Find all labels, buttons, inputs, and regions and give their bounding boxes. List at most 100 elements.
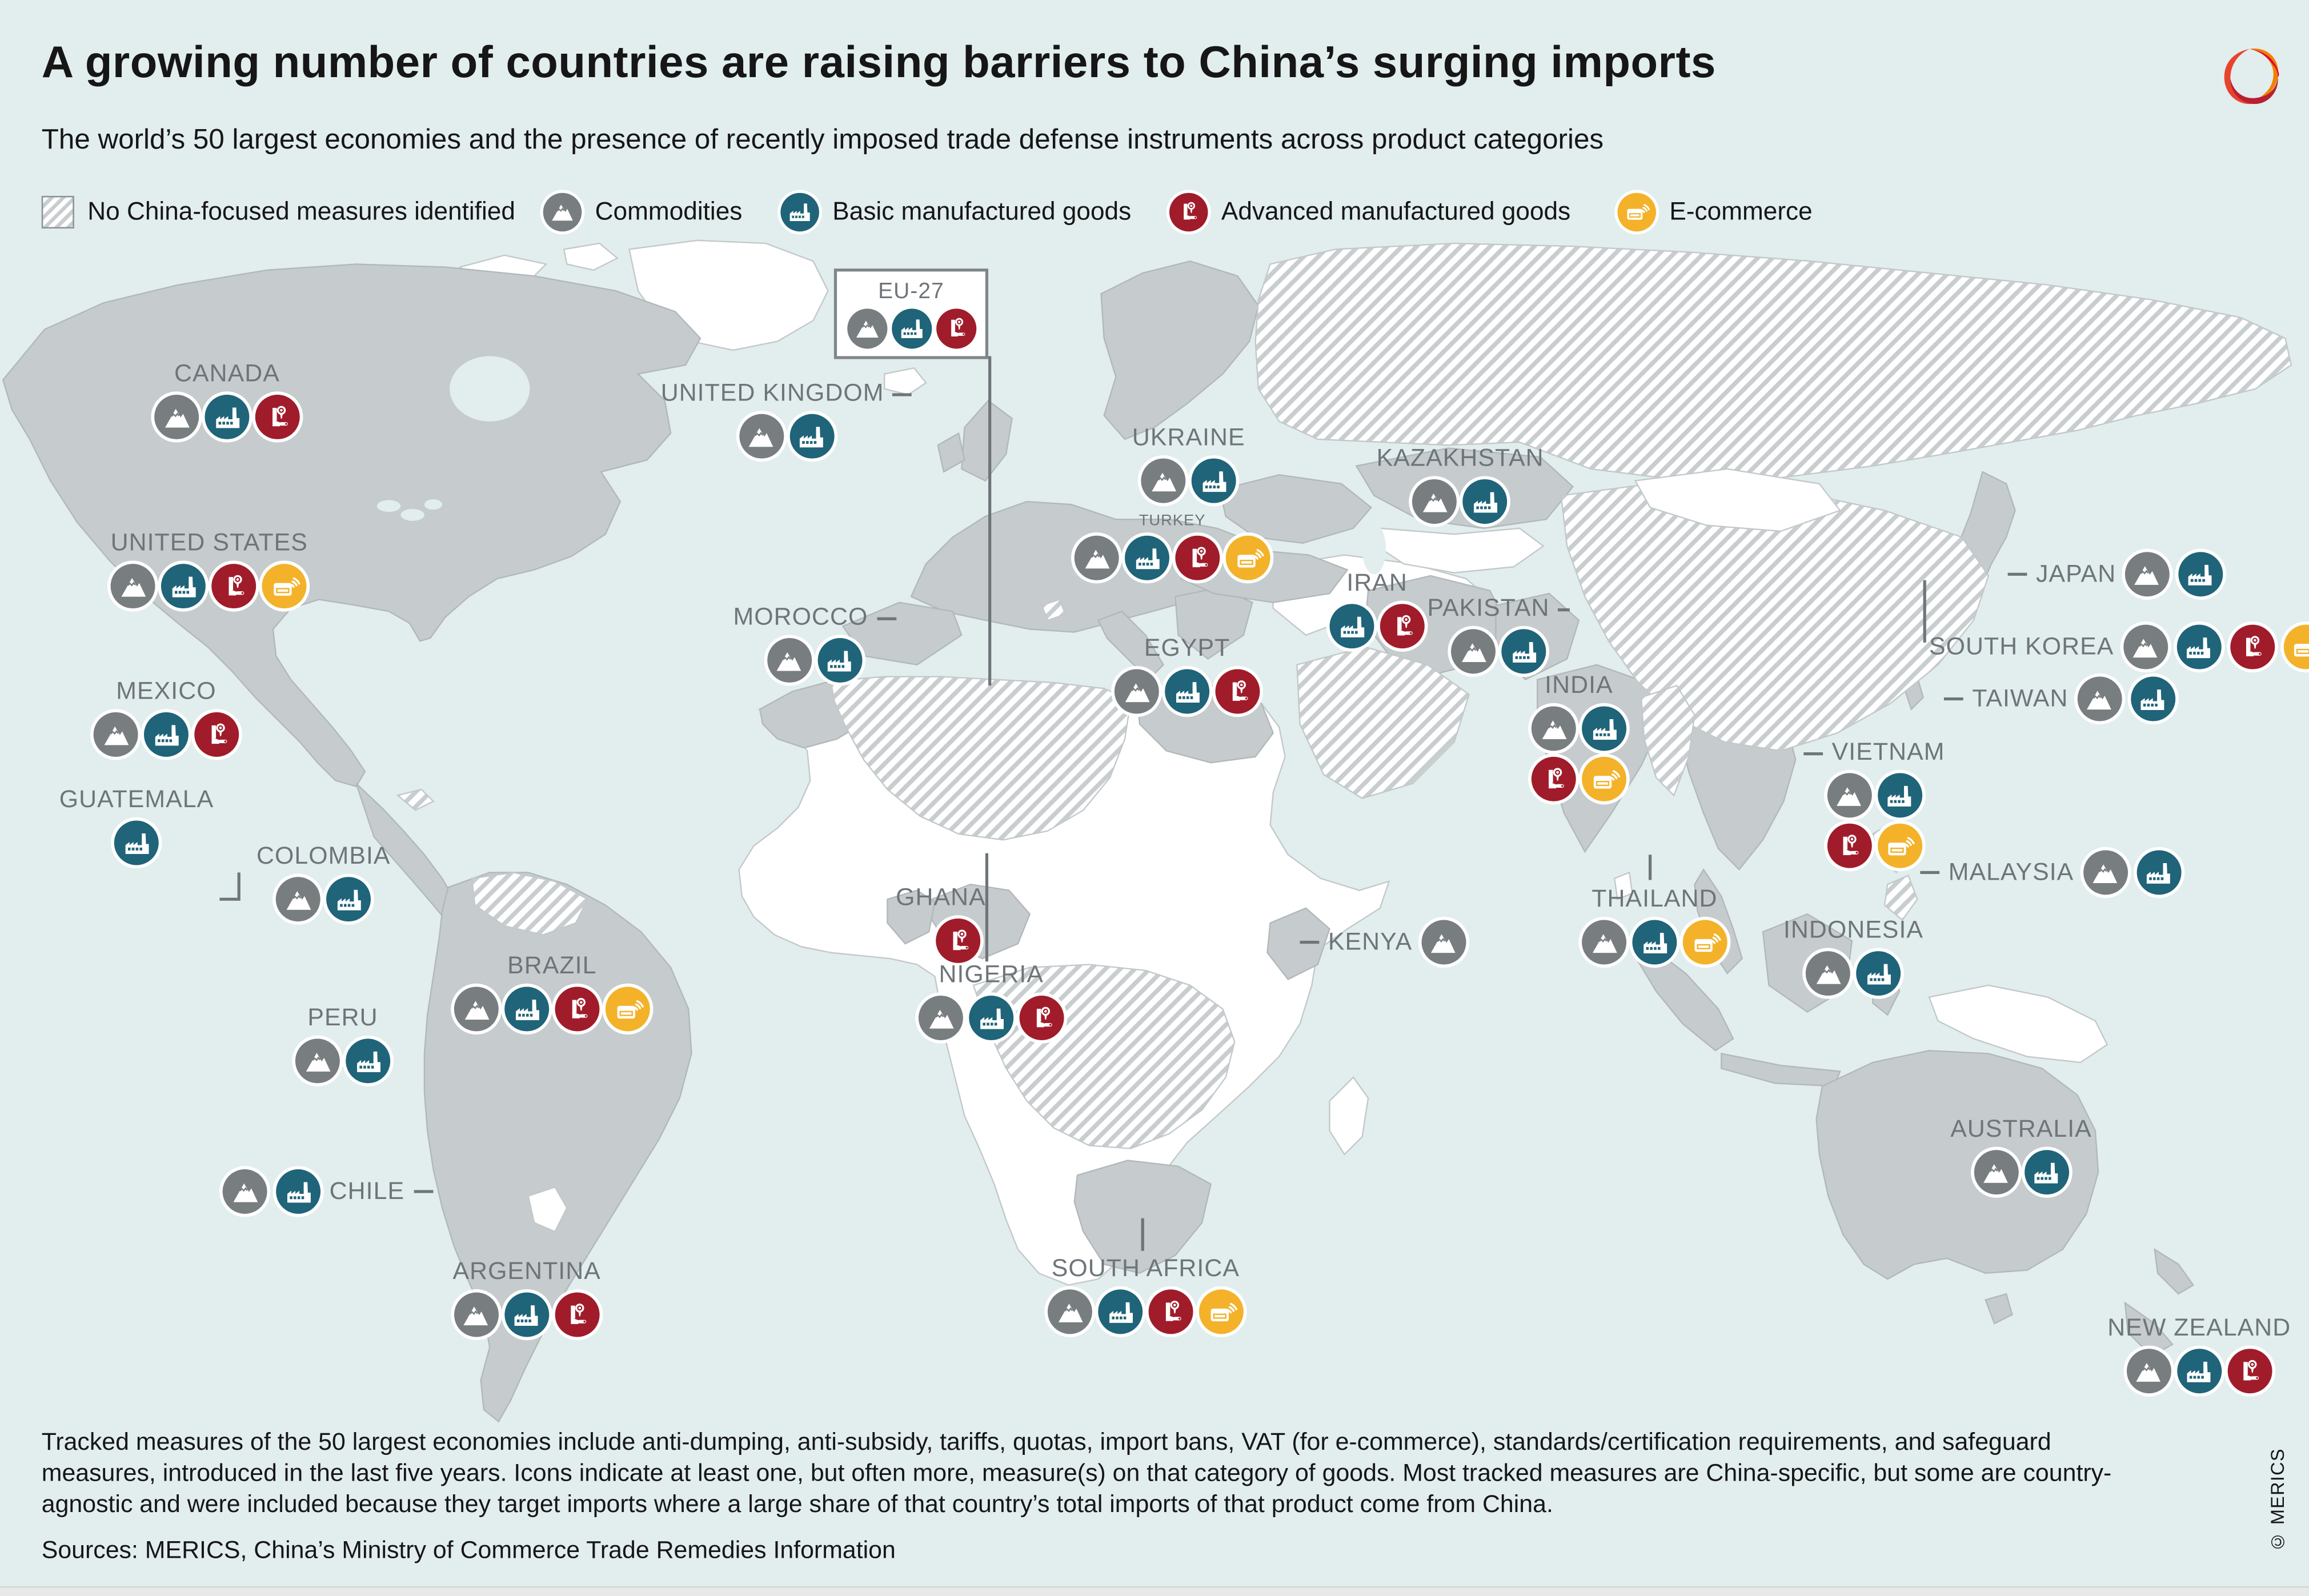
contactless-card-icon: [262, 564, 307, 609]
commodities-icon: [222, 1169, 267, 1214]
connector-dash: [876, 616, 896, 620]
country-marker-canada: CANADA: [154, 360, 300, 439]
country-marker-guatemala: GUATEMALA: [59, 787, 214, 865]
country-label: VIETNAM: [1831, 739, 1945, 766]
country-label: NEW ZEALAND: [2107, 1314, 2291, 1342]
eu27-connector-line: [988, 356, 992, 686]
country-marker-south-africa: SOUTH AFRICA: [1047, 1256, 1244, 1334]
commodities-icon: [295, 1038, 340, 1084]
country-label: KAZAKHSTAN: [1376, 445, 1544, 472]
commodities-icon: [93, 712, 138, 757]
footnote: Tracked measures of the 50 largest econo…: [41, 1429, 2112, 1518]
country-marker-nigeria: NIGERIA: [918, 961, 1064, 1040]
country-marker-malaysia: MALAYSIA: [1920, 850, 2181, 895]
factory-icon: [1125, 535, 1169, 580]
commodities-icon: [846, 308, 887, 349]
factory-icon: [1877, 773, 1922, 818]
country-marker-turkey: TURKEY: [1074, 512, 1270, 580]
factory-icon: [1632, 920, 1677, 965]
country-label: NIGERIA: [939, 961, 1044, 989]
contactless-card-icon: [2283, 624, 2309, 669]
commodities-icon: [454, 987, 499, 1032]
land-overlays: [527, 468, 1842, 1233]
contactless-card-icon: [1198, 1289, 1244, 1334]
commodities-icon: [1114, 669, 1159, 714]
robot-arm-icon: [1215, 669, 1260, 714]
robot-arm-icon: [1175, 535, 1220, 580]
factory-icon: [2024, 1150, 2069, 1195]
commodities-icon: [1451, 629, 1496, 674]
contactless-card-icon: [1877, 823, 1922, 868]
commodities-icon: [1806, 951, 1851, 996]
country-label: GUATEMALA: [59, 786, 214, 813]
commodities-icon: [1074, 535, 1119, 580]
country-marker-peru: PERU: [295, 1004, 391, 1084]
country-label: THAILAND: [1592, 885, 1718, 913]
connector-dash: [1920, 871, 1940, 875]
factory-icon: [326, 877, 371, 922]
commodities-icon: [2077, 676, 2122, 721]
country-marker-thailand: THAILAND: [1582, 886, 1727, 965]
south-africa-connector-line: [1141, 1218, 1144, 1251]
factory-icon: [114, 820, 159, 865]
factory-icon: [2136, 850, 2181, 895]
robot-arm-icon: [2227, 1349, 2272, 1394]
contactless-card-icon: [1682, 920, 1727, 965]
factory-icon: [205, 394, 250, 439]
commodities-icon: [2124, 552, 2170, 597]
bottom-bar: [0, 1585, 2309, 1596]
country-label: CHILE: [329, 1177, 405, 1205]
country-label: INDIA: [1545, 672, 1613, 699]
country-label: KENYA: [1328, 928, 1413, 955]
country-label: AUSTRALIA: [1950, 1116, 2092, 1143]
country-marker-ghana: GHANA: [896, 884, 986, 963]
country-label: CANADA: [174, 360, 280, 387]
country-label: UKRAINE: [1132, 424, 1245, 451]
legend-advanced: Advanced manufactured goods: [1169, 190, 1570, 235]
country-label: PERU: [307, 1004, 378, 1032]
country-marker-egypt: EGYPT: [1114, 635, 1260, 714]
ghana-connector-line: [985, 853, 989, 962]
connector-dash: [1803, 751, 1823, 755]
country-marker-kazakhstan: KAZAKHSTAN: [1377, 445, 1544, 524]
legend-label: Basic manufactured goods: [832, 197, 1132, 226]
factory-icon: [789, 414, 834, 459]
robot-arm-icon: [935, 308, 976, 349]
country-marker-colombia: COLOMBIA: [256, 843, 391, 922]
robot-arm-icon: [194, 712, 239, 757]
country-marker-united-states: UNITED STATES: [111, 530, 308, 609]
country-marker-taiwan: TAIWAN: [1943, 676, 2175, 721]
country-marker-japan: JAPAN: [2007, 552, 2223, 597]
country-marker-argentina: ARGENTINA: [452, 1258, 600, 1337]
robot-arm-icon: [936, 918, 981, 963]
factory-icon: [1501, 629, 1546, 674]
connector-dash: [1943, 697, 1963, 701]
factory-icon: [1463, 479, 1508, 524]
thailand-connector-line: [1649, 855, 1652, 880]
commodities-icon: [154, 394, 199, 439]
country-label: TURKEY: [1139, 512, 1206, 530]
factory-icon: [504, 987, 550, 1032]
commodities-icon: [739, 414, 784, 459]
factory-icon: [1856, 951, 1901, 996]
country-label: EU-27: [878, 279, 944, 304]
robot-arm-icon: [1380, 604, 1425, 649]
commodities-icon: [276, 877, 321, 922]
factory-icon: [504, 1292, 550, 1337]
factory-icon: [817, 638, 863, 683]
contactless-card-icon: [1582, 756, 1627, 801]
factory-icon: [1582, 706, 1627, 751]
factory-icon: [1098, 1289, 1143, 1334]
land-hatched: [396, 242, 2292, 1149]
country-label: IRAN: [1346, 570, 1408, 597]
copyright-label: © MERICS: [2267, 1448, 2288, 1553]
commodities-icon: [111, 564, 156, 609]
commodities-icon: [2126, 1349, 2171, 1394]
commodities-icon: [543, 193, 582, 232]
country-label: ARGENTINA: [452, 1258, 601, 1285]
factory-icon: [143, 712, 189, 757]
robot-arm-icon: [212, 564, 257, 609]
legend-ecommerce: E-commerce: [1617, 190, 1813, 235]
